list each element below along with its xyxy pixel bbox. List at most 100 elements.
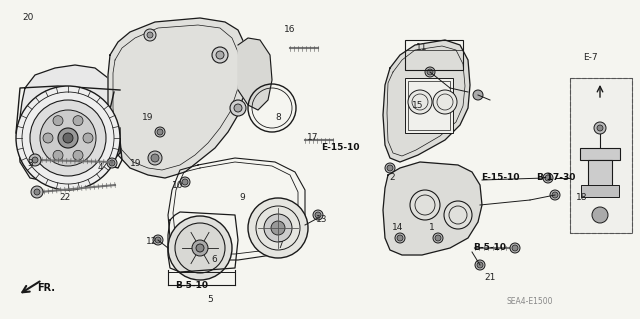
Bar <box>408 81 450 130</box>
Text: 3: 3 <box>27 159 33 167</box>
Text: 15: 15 <box>412 100 424 109</box>
Circle shape <box>271 221 285 235</box>
Circle shape <box>597 125 603 131</box>
Circle shape <box>545 175 551 181</box>
Circle shape <box>264 214 292 242</box>
Circle shape <box>477 262 483 268</box>
Circle shape <box>510 243 520 253</box>
Circle shape <box>395 233 405 243</box>
Circle shape <box>32 157 38 163</box>
Circle shape <box>168 216 232 280</box>
Circle shape <box>73 150 83 160</box>
Circle shape <box>315 212 321 218</box>
Text: FR.: FR. <box>37 283 55 293</box>
Text: 1: 1 <box>429 224 435 233</box>
Circle shape <box>512 245 518 251</box>
Circle shape <box>212 47 228 63</box>
Text: 12: 12 <box>147 238 157 247</box>
Circle shape <box>433 233 443 243</box>
Circle shape <box>30 100 106 176</box>
Bar <box>588 160 612 190</box>
Circle shape <box>148 151 162 165</box>
Circle shape <box>31 186 43 198</box>
Text: 8: 8 <box>275 114 281 122</box>
Polygon shape <box>383 40 470 162</box>
Bar <box>580 148 620 160</box>
Text: B-5-10: B-5-10 <box>474 243 506 253</box>
Circle shape <box>40 110 96 166</box>
Circle shape <box>144 29 156 41</box>
Circle shape <box>192 240 208 256</box>
Circle shape <box>234 104 242 112</box>
Text: 11: 11 <box>416 43 428 53</box>
Circle shape <box>397 235 403 241</box>
Circle shape <box>550 190 560 200</box>
Circle shape <box>433 90 457 114</box>
Text: 20: 20 <box>22 13 34 23</box>
Text: 19: 19 <box>142 114 154 122</box>
Polygon shape <box>18 65 118 182</box>
Text: 5: 5 <box>207 295 213 305</box>
Circle shape <box>58 128 78 148</box>
Text: 22: 22 <box>60 194 70 203</box>
Circle shape <box>155 237 161 243</box>
Text: 4: 4 <box>97 164 103 173</box>
Text: 9: 9 <box>239 194 245 203</box>
Circle shape <box>34 189 40 195</box>
Circle shape <box>427 69 433 75</box>
Circle shape <box>16 86 120 190</box>
Text: 21: 21 <box>484 273 496 283</box>
Text: 14: 14 <box>392 224 404 233</box>
Text: B-5-10: B-5-10 <box>175 280 209 290</box>
Circle shape <box>385 163 395 173</box>
Text: 7: 7 <box>277 241 283 249</box>
Circle shape <box>425 67 435 77</box>
Text: E-15-10: E-15-10 <box>321 144 359 152</box>
Circle shape <box>147 32 153 38</box>
Circle shape <box>155 127 165 137</box>
Text: 18: 18 <box>576 194 588 203</box>
Circle shape <box>592 207 608 223</box>
Circle shape <box>387 165 393 171</box>
Circle shape <box>313 210 323 220</box>
Bar <box>405 40 463 70</box>
Circle shape <box>109 160 115 166</box>
Text: SEA4-E1500: SEA4-E1500 <box>507 298 553 307</box>
Circle shape <box>435 235 441 241</box>
Circle shape <box>29 154 41 166</box>
Circle shape <box>43 133 53 143</box>
Circle shape <box>180 177 190 187</box>
Bar <box>405 78 453 133</box>
Circle shape <box>175 223 225 273</box>
Circle shape <box>473 90 483 100</box>
Circle shape <box>157 129 163 135</box>
Polygon shape <box>383 162 482 255</box>
Circle shape <box>153 235 163 245</box>
Text: 2: 2 <box>389 174 395 182</box>
Text: 19: 19 <box>131 159 141 167</box>
Polygon shape <box>238 38 272 110</box>
Circle shape <box>475 260 485 270</box>
Circle shape <box>151 154 159 162</box>
Circle shape <box>444 201 472 229</box>
Circle shape <box>63 133 73 143</box>
Text: 10: 10 <box>172 181 184 189</box>
Circle shape <box>410 190 440 220</box>
Circle shape <box>543 173 553 183</box>
Circle shape <box>107 158 117 168</box>
Text: E-15-10: E-15-10 <box>481 174 519 182</box>
Circle shape <box>53 116 63 126</box>
Text: 16: 16 <box>284 26 296 34</box>
Circle shape <box>594 122 606 134</box>
Circle shape <box>408 90 432 114</box>
Text: B-17-30: B-17-30 <box>536 174 576 182</box>
Bar <box>581 185 619 197</box>
Circle shape <box>230 100 246 116</box>
Text: 17: 17 <box>307 133 319 143</box>
Bar <box>570 78 632 233</box>
Circle shape <box>53 150 63 160</box>
Text: 6: 6 <box>211 256 217 264</box>
Circle shape <box>248 198 308 258</box>
Circle shape <box>73 116 83 126</box>
Circle shape <box>182 179 188 185</box>
